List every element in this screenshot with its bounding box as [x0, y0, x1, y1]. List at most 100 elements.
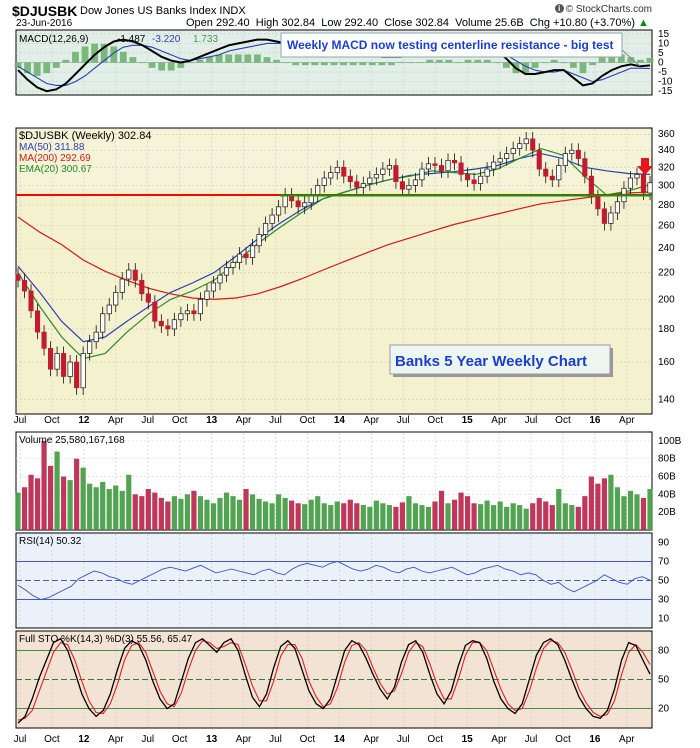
brand-link[interactable]: i © StockCharts.com: [554, 4, 652, 15]
brand-text: © StockCharts.com: [565, 4, 652, 15]
volume-bar: [191, 490, 197, 530]
volume-bar: [145, 489, 151, 530]
x-tick-label: Oct: [44, 415, 60, 426]
price-y-tick: 200: [658, 294, 675, 305]
candle-body: [608, 212, 614, 224]
x-tick-label: 12: [78, 415, 90, 426]
macd-legend-hist: 1.733: [193, 34, 218, 45]
volume-bar: [93, 487, 99, 530]
index-name-text: Dow Jones US Banks Index: [80, 5, 217, 17]
candle-body: [145, 293, 151, 303]
macd-histogram-bar: [522, 62, 529, 74]
candle-body: [588, 175, 594, 198]
x-tick-label: Apr: [364, 734, 380, 745]
volume-bar: [15, 492, 21, 530]
volume-bar: [28, 474, 34, 530]
volume-bar: [100, 481, 106, 530]
volume-bar: [484, 500, 490, 530]
macd-histogram-bar: [52, 62, 60, 68]
x-tick-label: Jul: [269, 734, 282, 745]
volume-bar: [491, 505, 497, 530]
price-y-tick: 240: [658, 243, 675, 254]
price-y-tick: 360: [658, 129, 675, 140]
macd-legend-signal: -3.220: [152, 34, 181, 45]
candle-body: [21, 279, 28, 292]
candle-body: [354, 181, 360, 188]
triangle-up-icon: ▲: [638, 17, 649, 29]
candle-body: [328, 172, 334, 179]
macd-histogram-bar: [91, 43, 99, 63]
candle-body: [48, 348, 54, 370]
volume-bar: [41, 440, 47, 530]
x-tick-label: Apr: [619, 734, 635, 745]
volume-bar: [230, 496, 236, 530]
volume-bar: [464, 496, 471, 530]
macd-histogram-bar: [407, 62, 415, 64]
candle-body: [582, 158, 588, 177]
macd-histogram-bar: [608, 54, 616, 63]
x-tick-label: Apr: [364, 415, 380, 426]
x-tick-label: Oct: [44, 734, 60, 745]
candle-body: [132, 269, 138, 281]
sto-k-line: [17, 637, 651, 724]
volume-bar: [184, 494, 191, 530]
macd-histogram-bar: [397, 62, 405, 64]
x-tick-label: Apr: [236, 734, 252, 745]
candle-body: [517, 143, 523, 149]
x-tick-label: Jul: [525, 415, 538, 426]
candle-body: [432, 163, 438, 166]
macd-histogram-bar: [483, 59, 491, 63]
x-tick-label: Oct: [427, 734, 443, 745]
chart-label-shadow: [610, 348, 613, 376]
macd-histogram-bar: [244, 54, 252, 63]
macd-histogram-bar: [531, 62, 539, 68]
candle-body: [601, 208, 607, 224]
candle-body: [627, 177, 634, 189]
macd-histogram-bar: [474, 59, 482, 63]
volume-bar: [523, 508, 529, 530]
x-tick-label: 13: [206, 415, 218, 426]
macd-histogram-bar: [464, 59, 472, 63]
candle-body: [87, 341, 93, 354]
quote-volume: Volume 25.6B: [455, 17, 524, 29]
candle-body: [347, 175, 353, 183]
sto-y-tick: 50: [658, 675, 670, 686]
macd-histogram-bar: [416, 62, 424, 64]
candle-body: [419, 168, 425, 181]
ma50-legend: MA(50) 311.88: [19, 142, 85, 153]
volume-bar: [608, 474, 614, 530]
macd-histogram-bar: [43, 62, 51, 74]
candle-body: [399, 181, 405, 190]
volume-bar: [21, 487, 28, 530]
macd-histogram-bar: [321, 62, 328, 66]
x-tick-label: Oct: [300, 734, 316, 745]
volume-bar: [556, 489, 562, 530]
macd-histogram-bar: [311, 62, 319, 66]
red-down-arrow-icon: [637, 158, 653, 175]
candle-body: [341, 166, 347, 177]
candle-body: [34, 310, 41, 333]
macd-y-tick: 0: [658, 58, 664, 69]
volume-bar: [178, 498, 184, 530]
macd-y-tick: 15: [658, 29, 670, 40]
candle-body: [412, 179, 418, 186]
macd-y-tick: 10: [658, 38, 670, 49]
quote-line: Open 292.40 High 302.84 Low 292.40 Close…: [186, 17, 649, 29]
candle-body: [536, 149, 542, 170]
volume-bar: [471, 503, 477, 530]
price-y-tick: 320: [658, 162, 675, 173]
macd-histogram-bar: [72, 51, 79, 63]
candle-body: [640, 174, 647, 194]
candle-body: [178, 313, 184, 321]
volume-bar: [406, 496, 412, 530]
sto-y-tick: 80: [658, 645, 670, 656]
candle-body: [360, 183, 366, 188]
candle-body: [614, 201, 620, 214]
volume-bar: [386, 505, 392, 530]
macd-histogram-bar: [129, 57, 137, 63]
macd-histogram-bar: [253, 54, 261, 63]
macd-histogram-bar: [569, 62, 577, 68]
candle-body: [113, 292, 119, 306]
volume-bar: [536, 497, 542, 530]
candle-body: [315, 185, 321, 196]
